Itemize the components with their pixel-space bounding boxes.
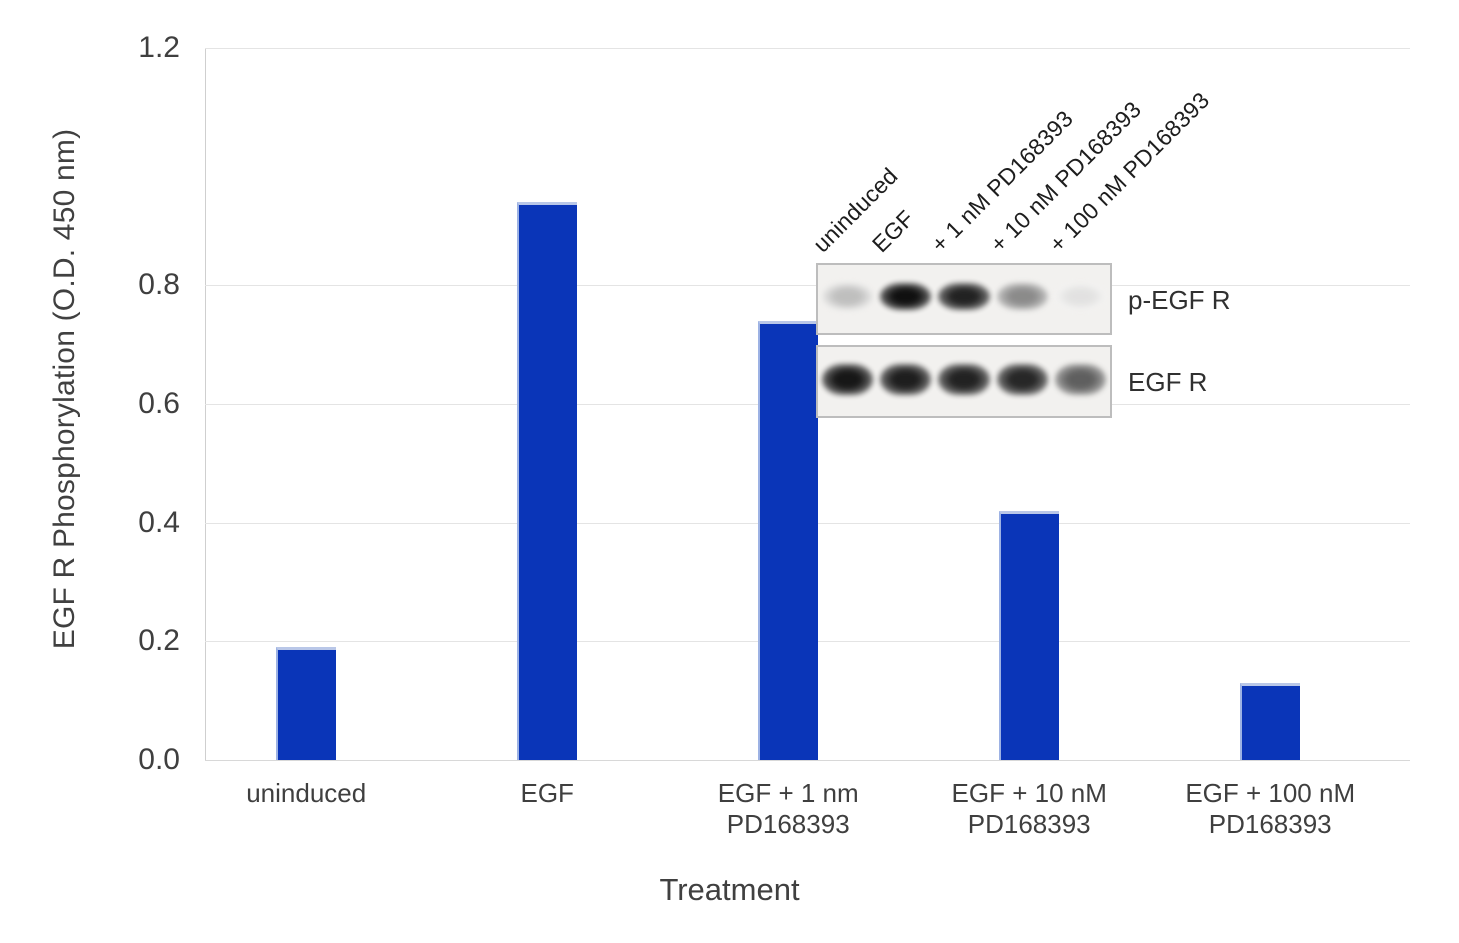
blot-lane (818, 347, 876, 416)
gridline (205, 285, 1410, 287)
blot-band (879, 363, 932, 396)
blot-band (1055, 363, 1107, 396)
x-axis-tick-label: EGF + 100 nM PD168393 (1185, 778, 1356, 839)
bar (276, 647, 337, 760)
blot-band (996, 363, 1049, 396)
blot-lane (1052, 265, 1110, 333)
blot-band (821, 282, 873, 310)
y-axis-tick-label: 1.2 (138, 31, 180, 64)
y-axis-tick-labels: 0.0 0.2 0.4 0.6 0.8 1.2 (0, 31, 1459, 776)
y-axis-tick-label: 0.2 (138, 624, 180, 658)
x-axis-tick-label: EGF + 10 nM PD168393 (951, 778, 1107, 839)
y-axis-tick-label: 0.0 (138, 743, 180, 776)
blot-lane (876, 265, 934, 333)
y-axis-tick-label: 0.6 (138, 387, 180, 420)
x-axis-tick-label: uninduced (246, 778, 367, 808)
bar (1240, 682, 1301, 760)
blot-band (938, 282, 990, 310)
bar (758, 320, 819, 760)
blot-row-label-p-egf-r: p-EGF R (1128, 285, 1231, 315)
blot-band (879, 282, 932, 310)
inset-lane-labels: uninduced EGF + 1 nM PD168393 + 10 nM PD168… (808, 0, 1215, 258)
bar (517, 202, 578, 760)
blot-panel-p-egf-r (816, 263, 1112, 335)
y-axis-tick-label: 0.4 (138, 505, 180, 539)
blot-band (821, 363, 873, 396)
plot-area (205, 48, 1410, 761)
blot-row-label-egf-r: EGF R (1128, 367, 1208, 397)
x-axis-tick-label: EGF + 1 nm PD168393 (717, 778, 859, 839)
blot-band (1055, 282, 1107, 310)
gridline (205, 760, 1410, 761)
gridline (205, 48, 1410, 49)
inset-lane-label: EGF (866, 205, 920, 258)
blot-lane (935, 265, 993, 333)
blot-lane (818, 265, 876, 333)
blot-lane (993, 265, 1051, 333)
y-axis-tick-label: 0.8 (138, 268, 180, 302)
blot-band (996, 282, 1049, 310)
blot-lane (1052, 347, 1110, 416)
blot-lane (935, 347, 993, 416)
x-axis-title: Treatment (659, 872, 800, 907)
bar (999, 510, 1060, 760)
blot-band (938, 363, 990, 396)
blot-lane (993, 347, 1051, 416)
blot-panel-egf-r (816, 345, 1112, 418)
blot-lane (876, 347, 934, 416)
western-blot-inset: p-EGF R EGF R (816, 263, 1231, 418)
x-axis-tick-label: EGF (520, 778, 574, 808)
